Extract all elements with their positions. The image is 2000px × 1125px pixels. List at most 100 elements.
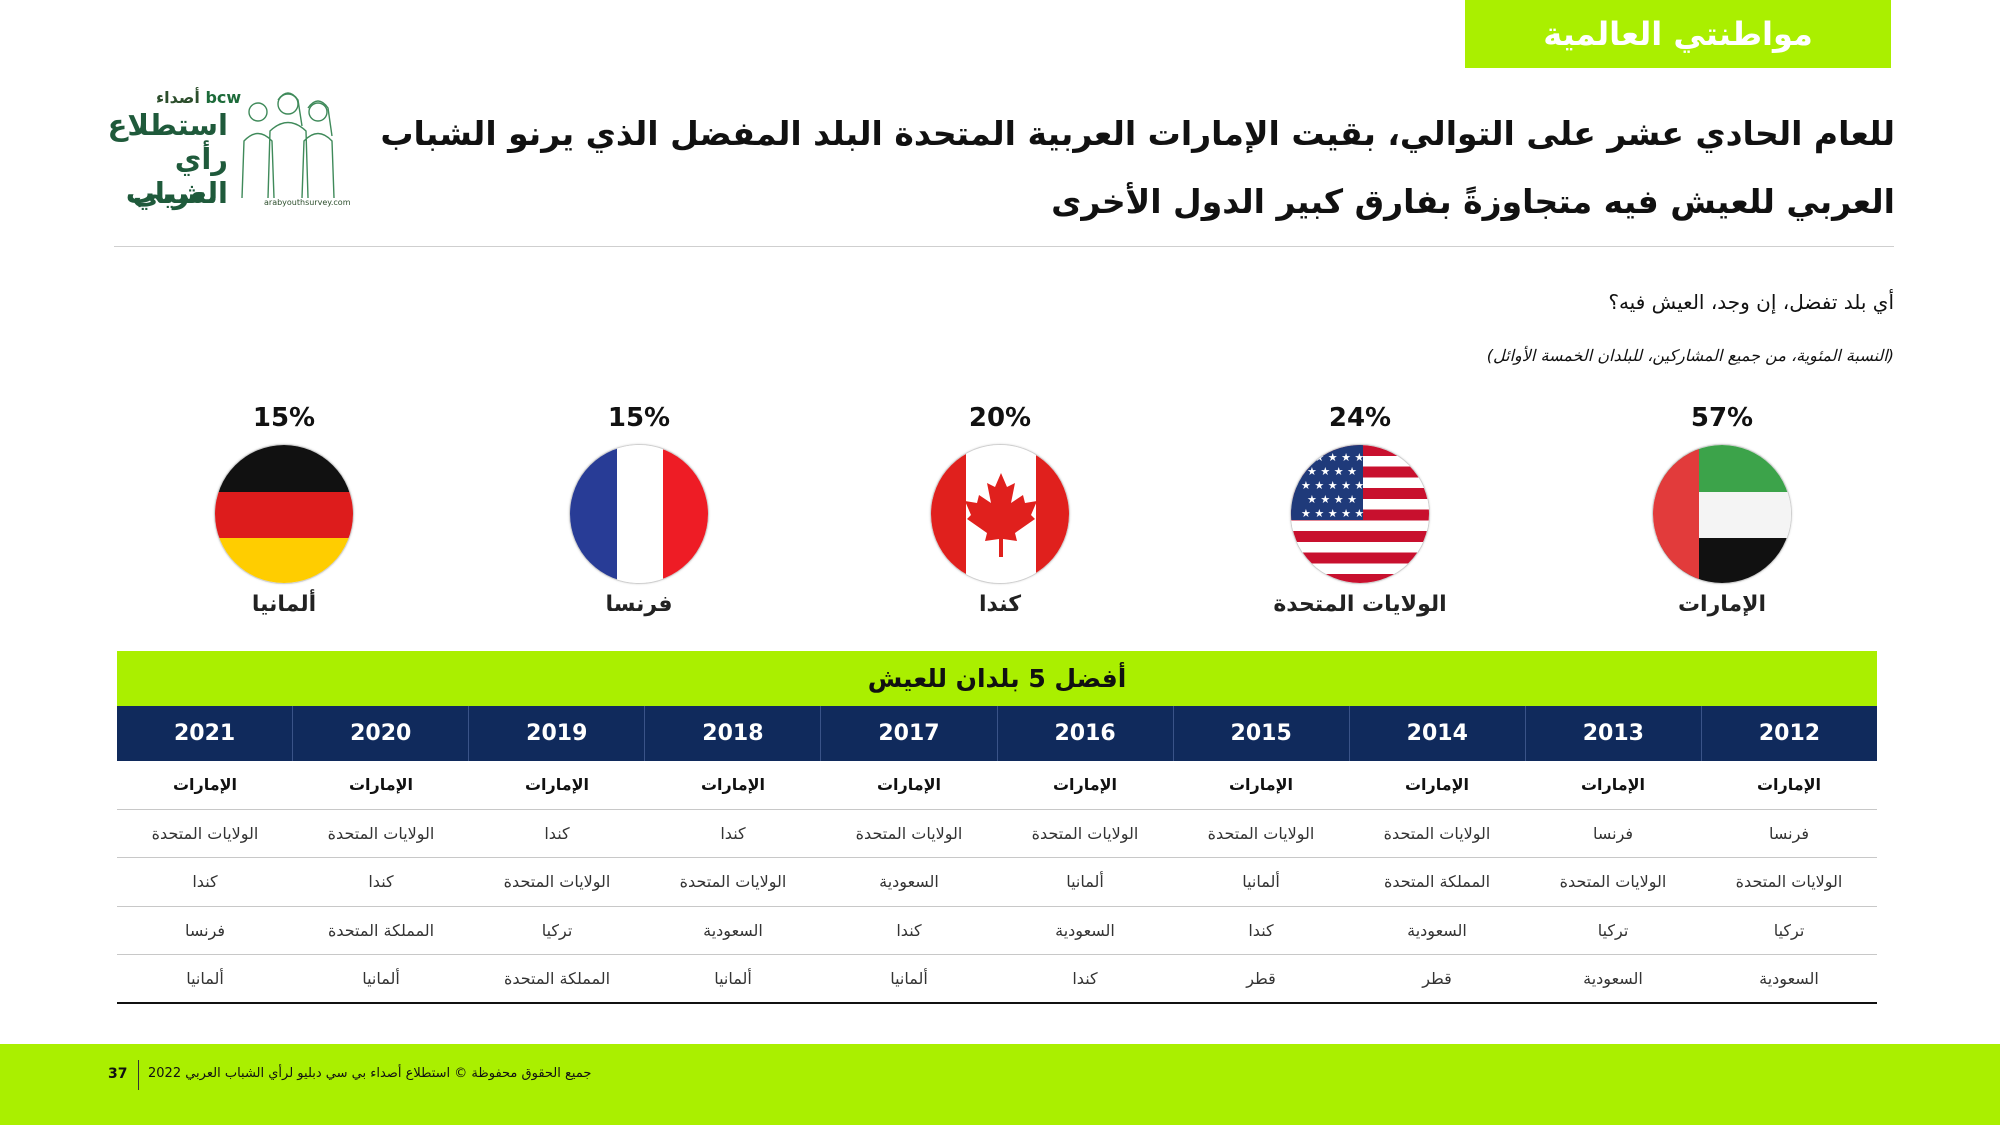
table-cell: ألمانيا <box>890 968 928 988</box>
table-row: فرنسا فرنسا الولايات المتحدة الولايات المتح… <box>117 810 1877 858</box>
footer: 37 جميع الحقوق محفوظة © استطلاع أصداء بي… <box>0 1044 2000 1125</box>
table-cell: فرنسا <box>1768 823 1810 843</box>
page-number: 37 <box>108 1066 128 1082</box>
table-cell: الولايات المتحدة <box>1207 823 1315 843</box>
table-cell: الإمارات <box>1756 775 1822 795</box>
table-cell: المملكة المتحدة <box>1383 872 1491 892</box>
table-cell: قطر <box>1246 968 1276 988</box>
table-cell: الولايات المتحدة <box>1735 872 1843 892</box>
country-uae: 57% الإمارات <box>1592 400 1852 617</box>
year-header: 2014 <box>1348 706 1525 761</box>
table-cell: تركيا <box>1773 920 1805 940</box>
country-france: 15% فرنسا <box>509 400 769 617</box>
svg-text:★ ★ ★ ★ ★: ★ ★ ★ ★ ★ <box>1301 479 1364 492</box>
table-title: أفضل 5 بلدان للعيش <box>117 651 1877 706</box>
germany-flag-icon <box>214 444 354 584</box>
table-cell: الإمارات <box>348 775 414 795</box>
copyright-text: جميع الحقوق محفوظة © استطلاع أصداء بي سي… <box>148 1066 592 1081</box>
table-cell: كندا <box>192 872 218 892</box>
table-row: الولايات المتحدة الولايات المتحدة المملكة … <box>117 858 1877 907</box>
table-header-years: 2012 2013 2014 2015 2016 2017 2018 2019 … <box>117 706 1877 761</box>
country-name: الولايات المتحدة <box>1273 592 1447 617</box>
table-cell: الإمارات <box>524 775 590 795</box>
year-header: 2016 <box>996 706 1173 761</box>
country-name: فرنسا <box>605 592 673 617</box>
arab-youth-survey-logo: bcw أصداء استطلاع رأي الشباب العربي arab… <box>107 86 352 216</box>
year-header: 2021 <box>173 721 236 746</box>
year-header: 2017 <box>820 706 996 761</box>
footer-separator <box>138 1060 139 1090</box>
logo-line-2: رأي الشباب <box>125 142 228 210</box>
logo-brand: bcw أصداء <box>156 88 242 107</box>
table-cell: الولايات المتحدة <box>1383 823 1491 843</box>
table-cell: الولايات المتحدة <box>1559 872 1667 892</box>
table-cell: كندا <box>1248 920 1274 940</box>
table-cell: المملكة المتحدة <box>327 920 435 940</box>
usa-flag-icon: ★ ★ ★ ★ ★ ★ ★ ★ ★ ★ ★ ★ ★ ★ ★ ★ ★ ★ ★ ★ … <box>1290 444 1430 584</box>
country-percentage: 20% <box>968 403 1032 433</box>
table-cell: المملكة المتحدة <box>503 968 611 988</box>
table-cell: الإمارات <box>1580 775 1646 795</box>
table-cell: ألمانيا <box>362 968 400 988</box>
logo-line-3: العربي <box>132 176 228 210</box>
divider <box>114 246 1894 247</box>
table-cell: الولايات المتحدة <box>855 823 963 843</box>
table-cell: فرنسا <box>1592 823 1634 843</box>
country-name: كندا <box>978 592 1022 617</box>
country-canada: 20% كندا <box>870 400 1130 617</box>
table-cell: تركيا <box>541 920 573 940</box>
svg-text:★ ★ ★ ★: ★ ★ ★ ★ <box>1307 493 1357 506</box>
youth-figures-icon <box>241 92 335 199</box>
country-name: ألمانيا <box>251 592 317 617</box>
table-cell: الولايات المتحدة <box>1031 823 1139 843</box>
table-cell: الإمارات <box>172 775 238 795</box>
table-cell: السعودية <box>879 872 939 892</box>
table-cell: الإمارات <box>1228 775 1294 795</box>
table-body: الإمارات الإمارات الإمارات الإمارات الإمارات… <box>117 761 1877 1004</box>
country-percentage: 15% <box>252 403 316 433</box>
top-countries-table: أفضل 5 بلدان للعيش 2012 2013 2014 2015 2… <box>117 651 1877 1004</box>
table-cell: كندا <box>544 823 570 843</box>
svg-text:★ ★ ★ ★: ★ ★ ★ ★ <box>1307 465 1357 478</box>
table-cell: ألمانيا <box>186 968 224 988</box>
section-tag: مواطنتي العالمية <box>1465 0 1891 68</box>
france-flag-icon <box>569 444 709 584</box>
table-cell: ألمانيا <box>1242 872 1280 892</box>
svg-text:★ ★ ★ ★ ★: ★ ★ ★ ★ ★ <box>1301 507 1364 520</box>
table-cell: فرنسا <box>184 920 226 940</box>
table-cell: السعودية <box>1407 920 1467 940</box>
logo-line-1: استطلاع <box>107 108 228 142</box>
table-cell: تركيا <box>1597 920 1629 940</box>
table-cell: قطر <box>1422 968 1452 988</box>
svg-text:★ ★ ★ ★ ★: ★ ★ ★ ★ ★ <box>1301 451 1364 464</box>
country-percentage: 57% <box>1690 403 1754 433</box>
country-percentage: 24% <box>1328 403 1392 433</box>
survey-question: أي بلد تفضل، إن وجد، العيش فيه؟ <box>1608 290 1894 314</box>
table-cell: الإمارات <box>876 775 942 795</box>
table-row: الإمارات الإمارات الإمارات الإمارات الإمارات… <box>117 761 1877 810</box>
year-header: 2012 <box>1700 706 1877 761</box>
country-usa: 24% ★ ★ ★ ★ ★ ★ ★ ★ ★ ★ ★ ★ ★ ★ ★ ★ ★ ★ … <box>1230 400 1490 617</box>
table-cell: كندا <box>896 920 922 940</box>
country-percentage: 15% <box>607 403 671 433</box>
table-cell: الولايات المتحدة <box>151 823 259 843</box>
table-cell: الولايات المتحدة <box>679 872 787 892</box>
year-header: 2013 <box>1524 706 1701 761</box>
table-cell: الولايات المتحدة <box>503 872 611 892</box>
table-cell: ألمانيا <box>714 968 752 988</box>
year-header: 2015 <box>1172 706 1349 761</box>
table-cell: السعودية <box>1583 968 1643 988</box>
year-header: 2019 <box>468 706 644 761</box>
country-germany: 15% ألمانيا <box>154 400 414 617</box>
country-name: الإمارات <box>1677 592 1767 617</box>
table-cell: كندا <box>1072 968 1098 988</box>
table-cell: الإمارات <box>1404 775 1470 795</box>
table-cell: كندا <box>720 823 746 843</box>
table-row: تركيا تركيا السعودية كندا السعودية كندا السعود… <box>117 907 1877 955</box>
survey-note: (النسبة المئوية، من جميع المشاركين، للبل… <box>1486 346 1894 365</box>
table-cell: ألمانيا <box>1066 872 1104 892</box>
table-cell: السعودية <box>703 920 763 940</box>
table-cell: كندا <box>368 872 394 892</box>
table-cell: الإمارات <box>700 775 766 795</box>
canada-flag-icon <box>930 444 1070 584</box>
